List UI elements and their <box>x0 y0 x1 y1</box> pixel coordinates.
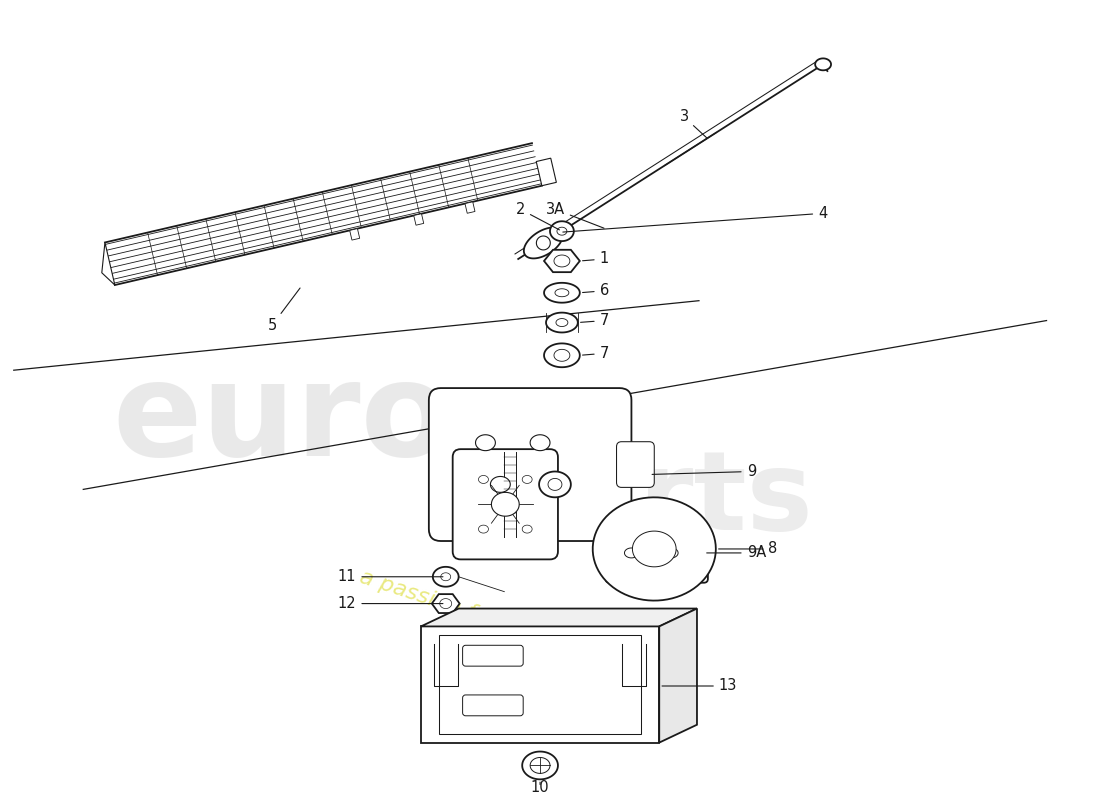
Text: 3: 3 <box>680 110 707 138</box>
Polygon shape <box>544 283 580 302</box>
Text: 2: 2 <box>516 202 560 230</box>
Polygon shape <box>593 498 716 601</box>
Polygon shape <box>536 158 557 186</box>
Polygon shape <box>102 242 114 285</box>
Polygon shape <box>432 594 460 613</box>
Text: 3A: 3A <box>546 202 604 228</box>
Text: 4: 4 <box>563 206 827 232</box>
Polygon shape <box>440 598 452 609</box>
Polygon shape <box>548 478 562 490</box>
Polygon shape <box>530 434 550 450</box>
Polygon shape <box>659 609 697 742</box>
Text: 9: 9 <box>652 464 756 479</box>
Text: 6: 6 <box>583 283 609 298</box>
Polygon shape <box>465 202 475 214</box>
Polygon shape <box>544 343 580 367</box>
Polygon shape <box>491 477 510 492</box>
Polygon shape <box>414 214 424 225</box>
Text: 8: 8 <box>718 542 778 557</box>
Polygon shape <box>632 531 676 567</box>
Polygon shape <box>530 758 550 774</box>
Polygon shape <box>544 250 580 272</box>
Text: 11: 11 <box>338 570 443 584</box>
Polygon shape <box>441 573 451 581</box>
FancyBboxPatch shape <box>606 523 708 582</box>
FancyBboxPatch shape <box>453 449 558 559</box>
Polygon shape <box>350 229 360 240</box>
Polygon shape <box>664 548 678 558</box>
FancyBboxPatch shape <box>463 646 524 666</box>
Polygon shape <box>556 318 568 326</box>
Text: a passion for parts since 1985: a passion for parts since 1985 <box>358 567 683 690</box>
Polygon shape <box>522 751 558 779</box>
Polygon shape <box>432 567 459 586</box>
Polygon shape <box>554 255 570 267</box>
Polygon shape <box>537 236 550 250</box>
Polygon shape <box>625 548 638 558</box>
Polygon shape <box>421 609 697 626</box>
Polygon shape <box>421 626 659 742</box>
Polygon shape <box>475 434 495 450</box>
Text: 9A: 9A <box>706 546 766 561</box>
Polygon shape <box>550 222 574 241</box>
Text: 10: 10 <box>531 780 549 794</box>
FancyBboxPatch shape <box>429 388 631 541</box>
Text: 13: 13 <box>662 678 737 694</box>
Polygon shape <box>557 227 566 235</box>
Text: 7: 7 <box>583 346 609 361</box>
Text: 1: 1 <box>583 251 609 266</box>
Polygon shape <box>524 227 563 258</box>
Text: 5: 5 <box>267 288 300 333</box>
Text: euro: euro <box>112 356 451 483</box>
Text: 7: 7 <box>581 313 609 328</box>
Polygon shape <box>546 313 578 333</box>
Polygon shape <box>478 475 488 483</box>
Polygon shape <box>439 635 641 734</box>
Text: parts: parts <box>485 446 814 553</box>
FancyBboxPatch shape <box>616 442 654 487</box>
Polygon shape <box>815 58 830 70</box>
Polygon shape <box>492 492 519 516</box>
Polygon shape <box>554 350 570 362</box>
Polygon shape <box>522 525 532 533</box>
Text: 12: 12 <box>338 596 443 611</box>
Polygon shape <box>478 525 488 533</box>
Polygon shape <box>556 289 569 297</box>
Polygon shape <box>539 471 571 498</box>
FancyBboxPatch shape <box>463 695 524 716</box>
Polygon shape <box>522 475 532 483</box>
